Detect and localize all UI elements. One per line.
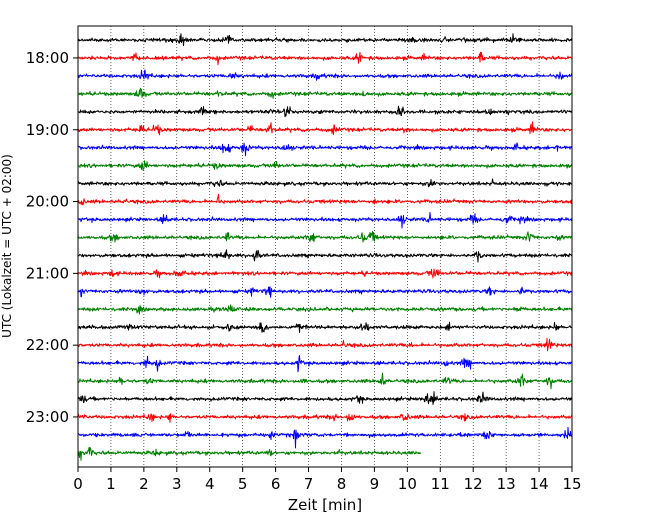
x-axis-label: Zeit [min]: [288, 496, 362, 514]
x-tick-label: 0: [73, 475, 83, 493]
y-tick-label: 23:00: [26, 408, 69, 426]
trace-2215: [77, 355, 573, 373]
x-tick-label: 3: [172, 475, 182, 493]
trace-1815: [77, 69, 573, 81]
y-tick-label: 18:00: [26, 49, 69, 67]
y-tick-label: 20:00: [26, 193, 69, 211]
trace-2030: [77, 230, 573, 243]
trace-2100: [77, 268, 573, 279]
trace-1930: [77, 160, 573, 171]
trace-1945: [77, 178, 573, 188]
x-tick-label: 10: [398, 475, 417, 493]
x-tick-label: 6: [271, 475, 281, 493]
x-tick-label: 9: [370, 475, 380, 493]
trace-1900: [77, 121, 573, 136]
trace-2130: [77, 304, 573, 315]
x-tick-label: 1: [106, 475, 116, 493]
y-tick-label: 22:00: [26, 336, 69, 354]
y-tick-label: 19:00: [26, 121, 69, 139]
trace-2245: [77, 391, 573, 405]
trace-2000: [77, 193, 573, 206]
x-axis-ticks: 0 1 2 3 4 5 6 7 8 9 10 11 12 13 14 15: [73, 467, 582, 493]
trace-1800: [77, 51, 573, 66]
seismogram-traces: [77, 33, 573, 461]
x-tick-label: 12: [464, 475, 483, 493]
trace-1845: [77, 105, 572, 118]
trace-1915: [77, 142, 573, 157]
x-tick-label: 15: [562, 475, 581, 493]
x-tick-label: 4: [205, 475, 215, 493]
y-axis-label: UTC (Lokalzeit = UTC + 02:00): [0, 154, 14, 338]
x-tick-label: 11: [431, 475, 450, 493]
trace-2015: [77, 211, 573, 229]
y-axis-ticks: 18:00 19:00 20:00 21:00 22:00 23:00: [26, 49, 78, 426]
trace-2045: [77, 249, 573, 263]
trace-2230: [77, 372, 573, 390]
x-tick-label: 5: [238, 475, 248, 493]
x-tick-label: 14: [530, 475, 549, 493]
x-tick-label: 2: [139, 475, 149, 493]
plot-frame: [77, 25, 573, 468]
plot-background: [78, 26, 572, 467]
trace-2200: [77, 337, 573, 352]
trace-2145: [77, 321, 573, 333]
x-tick-label: 7: [304, 475, 314, 493]
y-tick-label: 21:00: [26, 264, 69, 282]
x-tick-label: 8: [337, 475, 347, 493]
trace-2315: [77, 426, 573, 449]
trace-1830: [77, 87, 573, 99]
trace-2300: [77, 413, 573, 423]
trace-2330: [77, 446, 421, 461]
trace-1745: [77, 33, 573, 47]
trace-2115: [77, 286, 573, 298]
x-tick-label: 13: [497, 475, 516, 493]
